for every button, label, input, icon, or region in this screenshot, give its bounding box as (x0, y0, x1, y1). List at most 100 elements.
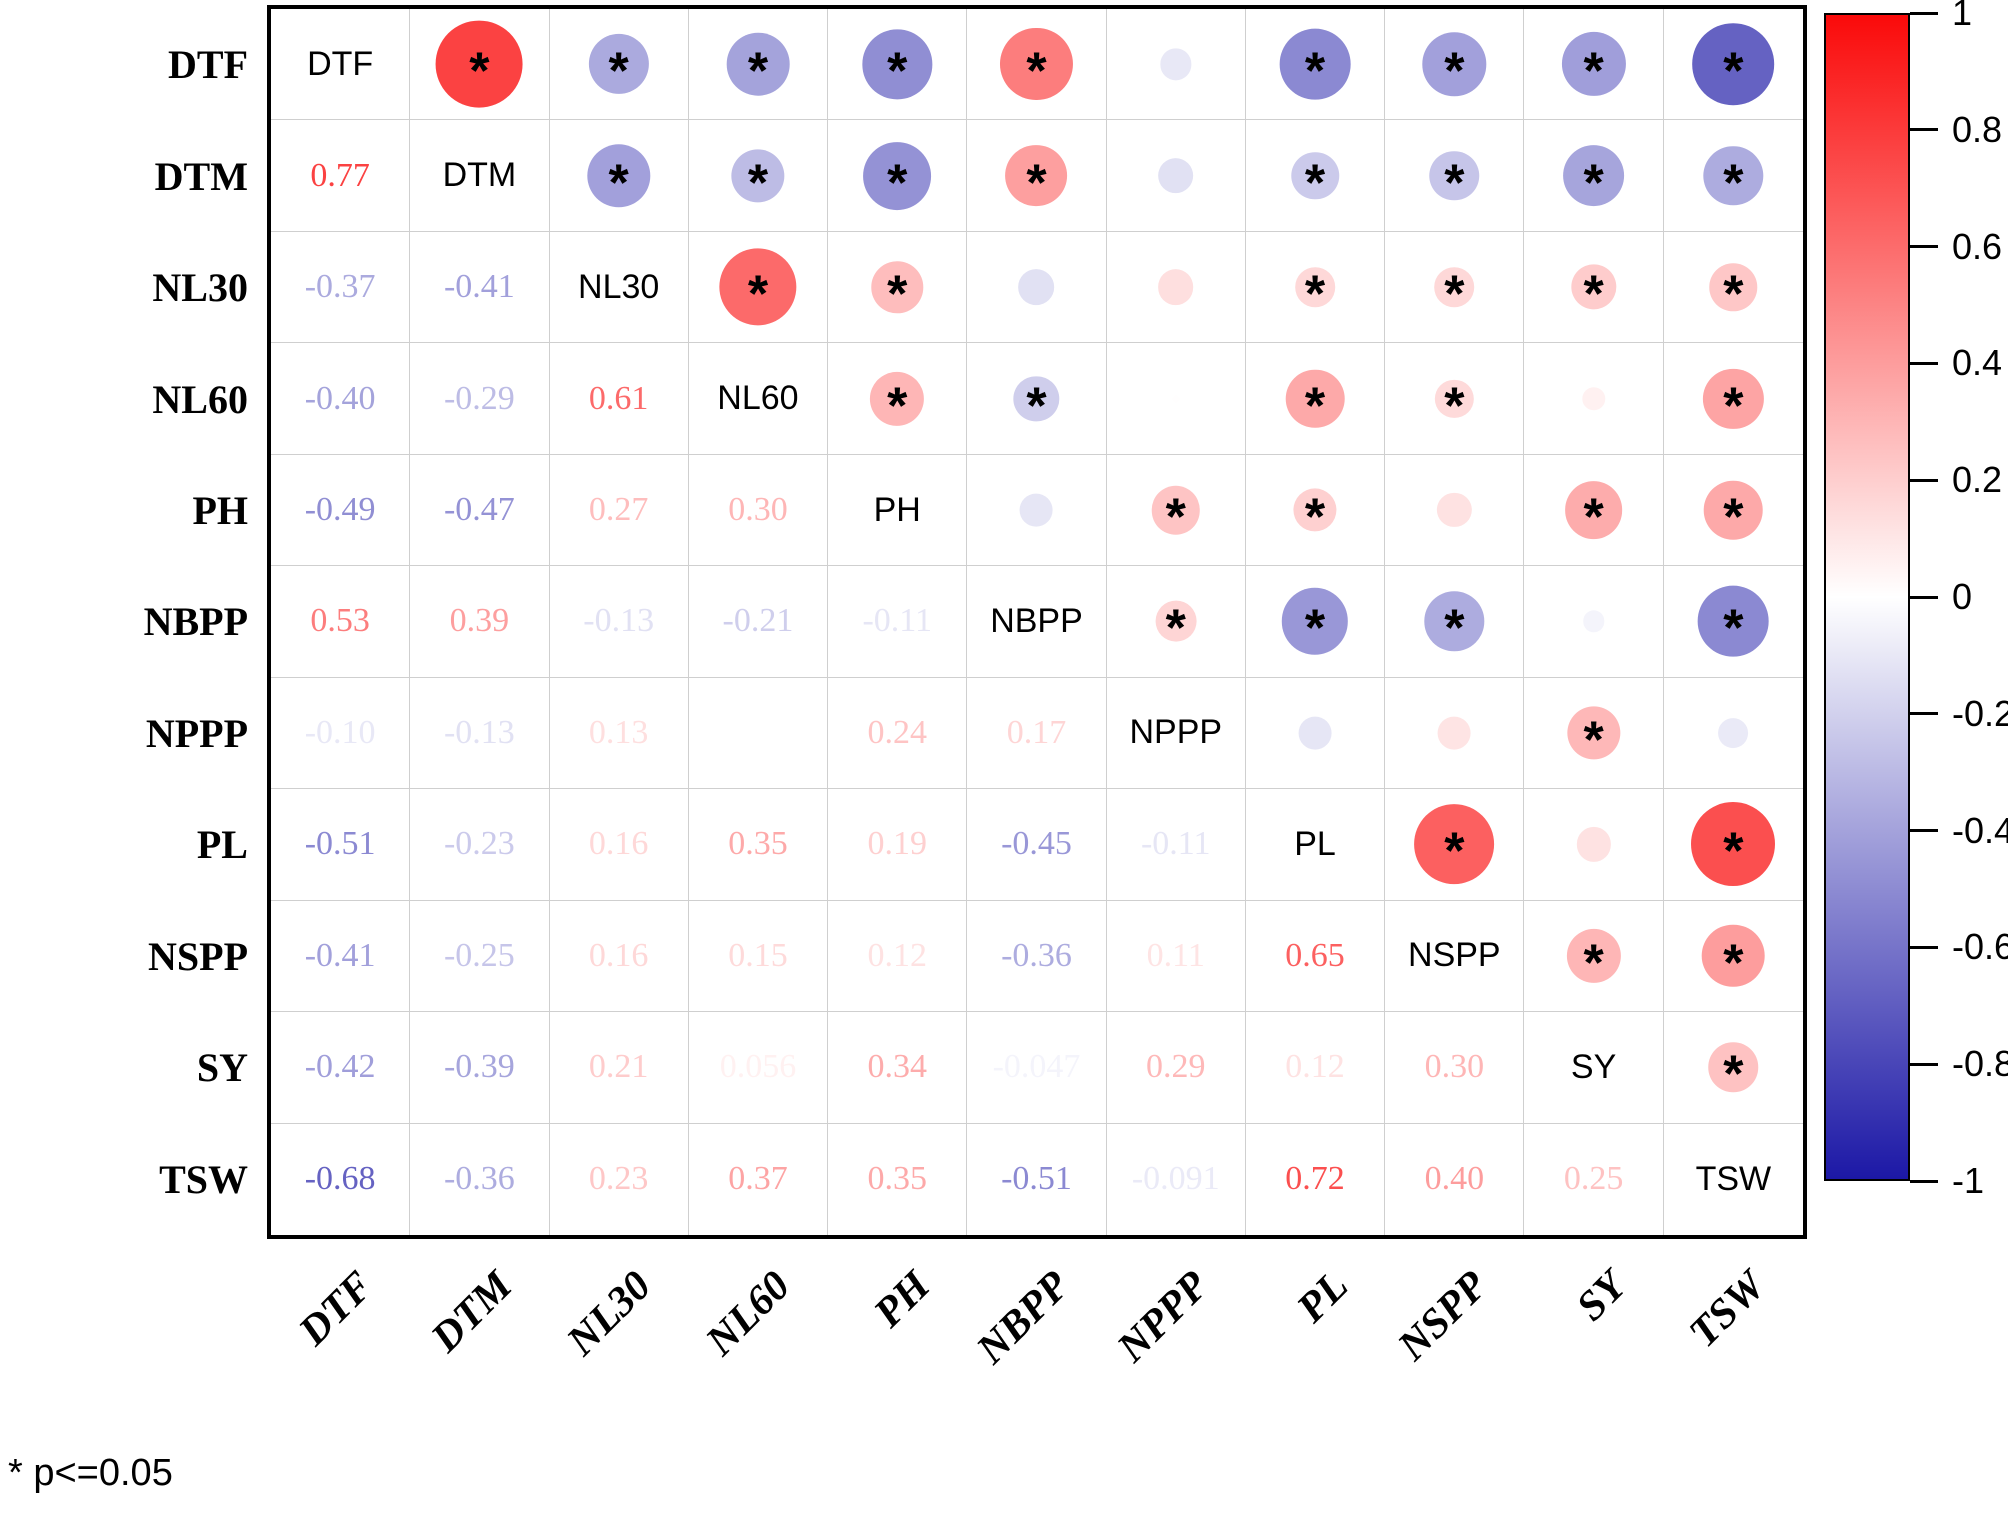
correlation-circle (1562, 144, 1625, 207)
value-cell-NSPP-NL30: 0.16 (549, 900, 689, 1013)
correlation-value: -0.40 (304, 379, 376, 417)
circle-cell-DTF-PH: * (828, 9, 968, 121)
colorbar-tick (1910, 361, 1938, 365)
correlation-matrix: DTF * * * * * * * * * 0.77 DTM * * * * * * * * -0.37 -0.41 NL3… (267, 5, 1807, 1239)
circle-cell-DTM-NBPP: * (967, 120, 1107, 232)
correlation-circle (1279, 28, 1351, 100)
value-cell-NBPP-NL30: -0.13 (549, 566, 689, 678)
significance-asterisk: * (887, 153, 908, 212)
diagonal-cell-NSPP: NSPP (1385, 900, 1525, 1013)
circle-cell-NBPP-PL: * (1245, 566, 1386, 678)
circle-cell-NL30-TSW: * (1663, 232, 1803, 344)
colorbar-tick (1910, 11, 1938, 15)
correlation-circle (1702, 924, 1765, 988)
correlation-circle (719, 248, 797, 326)
correlation-value: 0.61 (588, 379, 649, 417)
significance-asterisk: * (747, 153, 769, 212)
diagonal-cell-TSW: TSW (1664, 1124, 1803, 1235)
correlation-circle (1566, 706, 1621, 760)
circle-cell-NBPP-SY (1524, 566, 1664, 678)
correlation-value: 0.13 (588, 713, 649, 751)
significance-asterisk: * (1723, 599, 1744, 658)
correlation-value: -0.21 (722, 602, 794, 640)
significance-asterisk: * (1723, 265, 1744, 324)
circle-cell-NL30-SY: * (1524, 231, 1664, 344)
colorbar-tick (1910, 945, 1938, 949)
circle-cell-NBPP-NPPP: * (1106, 566, 1246, 678)
correlation-circle (1000, 28, 1073, 101)
correlation-value: 0.056 (719, 1048, 797, 1086)
correlation-circle (1561, 32, 1626, 97)
value-cell-NPPP-NL30: 0.13 (549, 677, 689, 790)
significance-asterisk: * (1583, 265, 1604, 324)
correlation-circle (1576, 827, 1611, 862)
diagonal-cell-NL60: NL60 (688, 343, 829, 455)
correlation-circle (1005, 144, 1068, 207)
correlation-value: 0.30 (1424, 1048, 1485, 1086)
correlation-circle (1424, 591, 1485, 652)
correlation-value: -0.29 (443, 379, 515, 417)
diagonal-label: NSPP (1408, 936, 1501, 975)
diagonal-cell-DTF: DTF (271, 9, 411, 121)
value-cell-PL-NPPP: -0.11 (1106, 789, 1246, 901)
significance-asterisk: * (1026, 153, 1047, 212)
row-label-DTM: DTM (154, 153, 248, 199)
colorbar-tick-label: -1 (1952, 1160, 1985, 1201)
significance-asterisk: * (1723, 822, 1744, 881)
correlation-value: 0.35 (867, 1160, 927, 1198)
circle-cell-DTF-TSW: * (1663, 9, 1803, 121)
correlation-circle (1434, 267, 1475, 307)
significance-asterisk: * (747, 265, 769, 324)
circle-cell-DTF-NSPP: * (1385, 9, 1525, 121)
colorbar-tick-label: 0.8 (1952, 108, 2003, 150)
circle-cell-NL30-NSPP: * (1385, 231, 1525, 344)
significance-asterisk: * (1444, 42, 1465, 101)
correlation-circle (863, 141, 932, 210)
significance-asterisk: * (1444, 599, 1465, 658)
circle-cell-PH-NSPP (1385, 454, 1525, 567)
correlation-circle (1581, 386, 1606, 411)
row-label-DTF: DTF (168, 42, 248, 88)
significance-asterisk: * (1583, 42, 1604, 101)
correlation-value: -0.68 (304, 1160, 376, 1198)
colorbar-tick-label: 0.4 (1952, 342, 2003, 384)
correlation-value: -0.41 (443, 268, 515, 306)
correlation-circle (1437, 716, 1471, 750)
correlation-circle (1708, 1042, 1759, 1093)
significance-asterisk: * (1304, 153, 1326, 212)
circle-cell-NL60-SY (1524, 343, 1664, 455)
correlation-value: -0.49 (304, 491, 376, 529)
circle-cell-PH-PL: * (1245, 454, 1386, 567)
value-cell-PH-DTM: -0.47 (410, 454, 550, 567)
correlation-circle (726, 32, 790, 96)
correlation-circle (1437, 492, 1472, 528)
circle-cell-DTM-NSPP: * (1385, 120, 1525, 232)
value-cell-NPPP-DTF: -0.10 (271, 677, 411, 790)
circle-cell-NPPP-TSW (1663, 678, 1803, 790)
value-cell-TSW-NSPP: 0.40 (1385, 1123, 1525, 1235)
row-label-SY: SY (196, 1045, 248, 1091)
significance-asterisk: * (1583, 711, 1604, 770)
circle-cell-NL60-NSPP: * (1385, 343, 1525, 455)
correlation-value: 0.65 (1285, 936, 1345, 974)
correlation-value: 0.21 (588, 1048, 649, 1086)
correlation-circle (435, 20, 523, 108)
correlation-value: 0.27 (588, 491, 649, 529)
value-cell-NBPP-DTM: 0.39 (410, 566, 550, 678)
circle-cell-NL30-NL60: * (688, 231, 829, 344)
correlation-value: -0.47 (443, 491, 515, 529)
significance-asterisk: * (1304, 42, 1326, 101)
significance-asterisk: * (1583, 934, 1604, 993)
correlation-circle (1020, 493, 1053, 527)
correlation-value: 0.40 (1424, 1160, 1485, 1198)
value-cell-NSPP-PL: 0.65 (1245, 900, 1386, 1013)
circle-cell-DTF-NPPP (1106, 9, 1246, 121)
significance-asterisk: * (1026, 376, 1047, 435)
circle-cell-DTM-NL30: * (549, 120, 689, 232)
circle-cell-NSPP-SY: * (1524, 900, 1664, 1013)
value-cell-PH-NL60: 0.30 (688, 454, 829, 567)
circle-cell-PH-NPPP: * (1106, 454, 1246, 567)
value-cell-NPPP-NBPP: 0.17 (967, 677, 1107, 790)
significance-asterisk: * (469, 42, 490, 101)
value-cell-NSPP-NL60: 0.15 (688, 900, 829, 1013)
